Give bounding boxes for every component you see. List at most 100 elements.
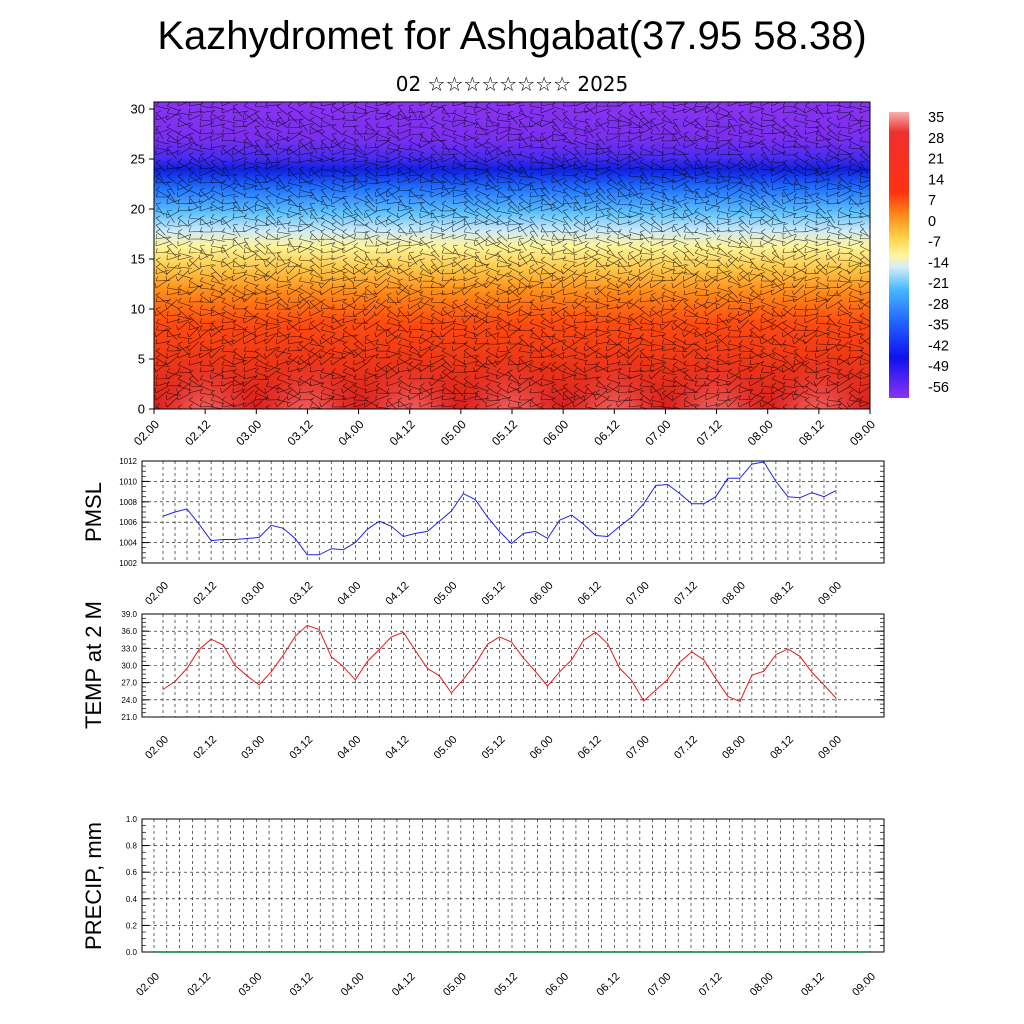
x-tick-label: 02.12 [191,734,219,762]
line-panel-1: 1002 1004 1006 1008 1010 1012 02.00 02.12 03.00 0… [81,457,885,608]
y-tick-label: 0 [138,402,145,417]
y-tick-label: 5 [138,352,145,367]
y-tick-label: 1010 [119,477,137,486]
x-tick-label: 06.00 [528,580,556,608]
x-tick-label: 07.00 [624,580,652,608]
colorbar-label: 21 [928,152,944,168]
y-axis-title: PMSL [81,482,106,542]
colorbar-label: -49 [928,359,949,375]
x-tick-label: 03.12 [287,734,315,762]
x-tick-label: 06.12 [591,417,622,448]
colorbar-label: -28 [928,297,949,313]
wind-barbs [154,102,870,409]
x-tick-label: 04.00 [335,734,363,762]
x-tick-label: 04.12 [390,971,418,999]
x-tick-label: 03.00 [239,734,267,762]
x-tick-label: 04.12 [384,580,412,608]
heatmap-panel: 0 5 10 15 20 25 30 02.00 02.12 03.00 03.12 04.00 04.… [131,101,878,448]
x-tick-label: 05.12 [489,417,520,448]
x-tick-label: 09.00 [816,734,844,762]
x-tick-label: 06.12 [576,580,604,608]
x-tick-label: 07.00 [642,417,673,448]
x-tick-label: 03.12 [284,417,315,448]
x-tick-label: 02.00 [143,580,171,608]
colorbar-label: 28 [928,131,944,147]
x-tick-label: 08.12 [768,734,796,762]
y-tick-label: 21.0 [121,713,137,722]
colorbar-label: -35 [928,318,949,334]
panel-frame [141,818,885,953]
x-tick-label: 05.12 [480,580,508,608]
x-tick-label: 07.12 [697,971,725,999]
page-subtitle: 02 ☆☆☆☆☆☆☆☆ 2025 [395,72,629,96]
colorbar-label: 7 [928,193,936,209]
colorbar-label: 14 [928,172,944,188]
x-tick-label: 05.00 [432,734,460,762]
series-line [162,461,837,556]
x-tick-label: 04.12 [384,734,412,762]
warm-cell [363,329,456,409]
y-tick-label: 0.4 [126,895,138,904]
x-tick-label: 03.00 [239,580,267,608]
x-tick-label: 07.00 [624,734,652,762]
x-tick-label: 04.12 [387,417,418,448]
colorbar-label: 35 [928,110,944,126]
warm-cell [466,329,558,409]
x-tick-label: 02.00 [134,971,162,999]
colorbar-label: -7 [928,235,941,251]
x-tick-label: 06.12 [594,971,622,999]
x-tick-label: 05.12 [480,734,508,762]
x-tick-label: 08.00 [720,734,748,762]
x-tick-label: 03.12 [287,580,315,608]
x-tick-label: 06.12 [576,734,604,762]
y-tick-label: 27.0 [121,679,137,688]
x-tick-label: 02.12 [182,417,213,448]
y-tick-label: 1008 [119,498,137,507]
x-tick-label: 08.00 [720,580,748,608]
x-tick-label: 07.12 [694,417,725,448]
wind-barb-strokes [154,102,870,409]
y-tick-label: 1012 [119,457,137,466]
warm-cell [772,329,865,409]
x-tick-label: 04.00 [336,417,367,448]
y-tick-label: 20 [131,202,145,217]
x-tick-label: 07.00 [646,971,674,999]
x-tick-label: 09.00 [850,971,878,999]
y-tick-label: 1006 [119,518,137,527]
x-tick-label: 06.00 [540,417,571,448]
warm-cell [670,329,763,409]
y-tick-label: 39.0 [121,610,137,619]
warm-cell [261,329,354,409]
colorbar-label: -56 [928,380,949,396]
colorbar-gradient [889,112,909,398]
x-tick-label: 09.00 [816,580,844,608]
y-tick-label: 30.0 [121,662,137,671]
x-tick-label: 08.12 [768,580,796,608]
colorbar-label: 0 [928,214,936,230]
x-tick-label: 03.00 [236,971,264,999]
x-tick-label: 04.00 [335,580,363,608]
x-tick-label: 08.00 [745,417,776,448]
x-tick-label: 03.12 [288,971,316,999]
y-axis-title: PRECIP, mm [81,822,106,950]
y-tick-label: 24.0 [121,696,137,705]
colorbar-label: -42 [928,338,949,354]
colorbar-label: -21 [928,276,949,292]
y-axis-title: TEMP at 2 M [81,601,106,729]
x-tick-label: 08.12 [796,417,827,448]
warm-cell [159,329,252,409]
x-tick-label: 05.00 [438,417,469,448]
y-tick-label: 25 [131,152,145,167]
y-tick-label: 0.6 [126,868,138,877]
panel-frame [141,460,885,564]
y-tick-label: 1004 [119,539,137,548]
y-tick-label: 0.8 [126,842,138,851]
x-tick-label: 02.12 [185,971,213,999]
y-tick-label: 0.0 [126,948,138,957]
x-tick-label: 05.00 [441,971,469,999]
y-tick-label: 1002 [119,559,137,568]
y-tick-label: 0.2 [126,921,138,930]
y-tick-label: 10 [131,302,145,317]
x-tick-label: 02.00 [131,417,162,448]
